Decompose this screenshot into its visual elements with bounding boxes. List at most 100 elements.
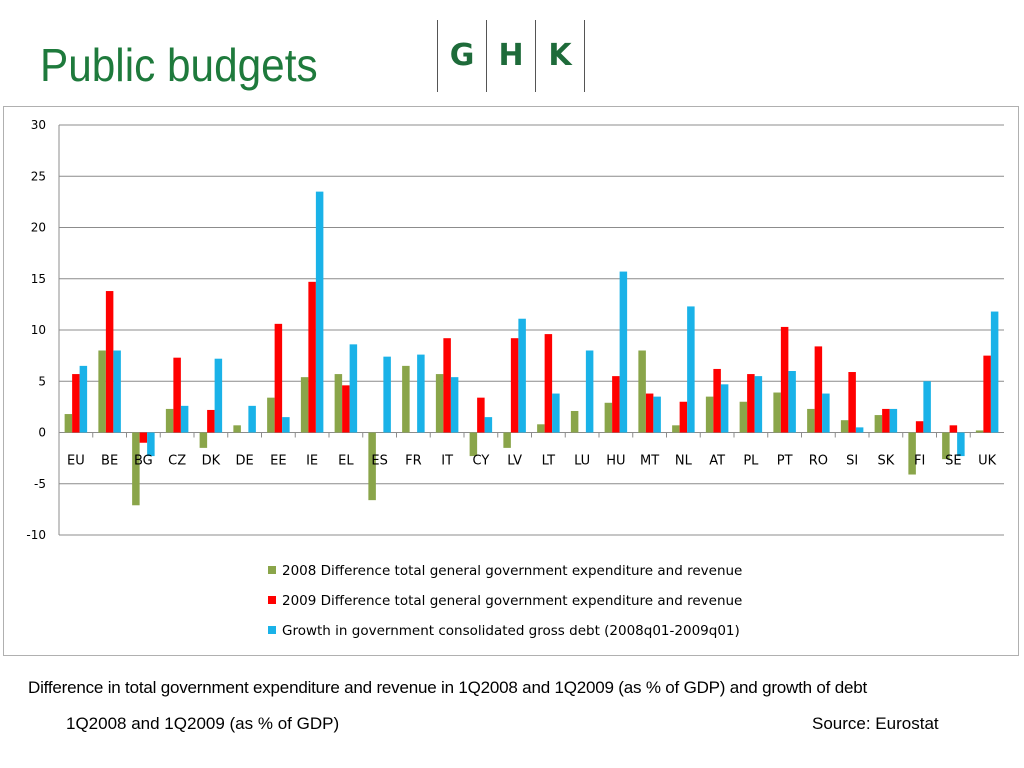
bar (147, 432, 155, 457)
bar (679, 401, 688, 433)
y-tick-label: 30 (31, 118, 46, 132)
legend-label: 2008 Difference total general government… (282, 563, 742, 579)
bar (874, 415, 883, 433)
logo-divider (584, 20, 585, 92)
bar (544, 334, 553, 433)
bar (98, 350, 106, 433)
bar (435, 374, 444, 433)
bar (957, 432, 965, 457)
bar (747, 374, 755, 433)
x-tick-label: SI (846, 454, 858, 469)
bar (889, 408, 898, 433)
x-tick-label: RO (809, 454, 828, 469)
bar (139, 432, 148, 443)
bar (274, 323, 283, 433)
x-tick-label: MT (640, 454, 659, 469)
bar (282, 417, 290, 433)
bar (443, 338, 451, 433)
y-tick-label: 20 (31, 221, 46, 235)
bar (402, 365, 410, 433)
bar (214, 358, 223, 433)
x-tick-label: LU (574, 454, 590, 469)
x-tick-label: BE (101, 454, 118, 469)
bar (780, 326, 789, 433)
bar (585, 350, 594, 433)
x-tick-label: HU (606, 454, 625, 469)
bar (942, 432, 950, 460)
x-tick-label: BG (134, 454, 153, 469)
bar (383, 356, 391, 433)
legend-label: 2009 Difference total general government… (282, 593, 742, 609)
y-tick-label: -10 (26, 528, 46, 542)
bar (788, 371, 796, 433)
bar (653, 396, 661, 433)
bar (915, 421, 924, 433)
x-tick-label: SE (945, 454, 961, 469)
x-tick-label: EE (270, 454, 286, 469)
bar (990, 311, 999, 433)
bar (233, 425, 241, 433)
bar (477, 397, 485, 433)
bar (713, 368, 721, 433)
bar (739, 401, 748, 433)
bar (975, 430, 984, 433)
bar (537, 424, 545, 433)
bar (342, 385, 350, 433)
legend-swatch (268, 596, 276, 604)
legend-swatch (268, 626, 276, 634)
ghk-logo: G H K (437, 20, 585, 92)
bar (72, 374, 80, 433)
y-tick-label: 10 (31, 323, 46, 337)
source-note: Source: Eurostat (812, 714, 939, 733)
bar (840, 420, 849, 433)
x-tick-label: IE (306, 454, 318, 469)
x-tick-label: DE (236, 454, 254, 469)
bar (822, 393, 830, 433)
bar (645, 393, 654, 433)
x-tick-label: FI (914, 454, 925, 469)
bar (908, 432, 916, 475)
legend-swatch (268, 566, 276, 574)
y-tick-label: 0 (38, 426, 46, 440)
bar (79, 365, 88, 433)
bar (720, 384, 729, 433)
x-tick-label: SK (877, 454, 894, 469)
logo-divider (437, 20, 438, 92)
bar (570, 410, 579, 433)
bar (132, 432, 140, 506)
bar (349, 344, 358, 433)
x-tick-label: EU (67, 454, 85, 469)
bar (807, 408, 815, 433)
bar (207, 409, 215, 433)
x-tick-label: IT (441, 454, 453, 469)
bar (705, 396, 714, 433)
bar (199, 432, 208, 448)
bar (754, 376, 763, 433)
bar (949, 425, 958, 433)
bar (638, 350, 646, 433)
chart-caption-continued: 1Q2008 and 1Q2009 (as % of GDP) (66, 714, 340, 733)
bar (113, 350, 121, 433)
bar (882, 408, 890, 433)
bar (64, 414, 73, 433)
bar (308, 281, 316, 433)
bar (848, 372, 856, 433)
bar (417, 354, 425, 433)
x-tick-label: CZ (168, 454, 186, 469)
y-tick-label: 25 (31, 169, 46, 183)
bar (773, 392, 781, 433)
logo-divider (535, 20, 536, 92)
bar (450, 377, 459, 433)
bar (165, 408, 174, 433)
logo-divider (486, 20, 487, 92)
bar (173, 357, 181, 433)
bar (368, 432, 376, 501)
y-tick-label: -5 (34, 477, 46, 491)
legend-label: Growth in government consolidated gross … (282, 623, 740, 639)
bar (983, 355, 991, 433)
bar (604, 402, 613, 433)
logo-letter-h: H (498, 38, 524, 73)
x-tick-label: DK (202, 454, 221, 469)
x-tick-label: EL (338, 454, 354, 469)
